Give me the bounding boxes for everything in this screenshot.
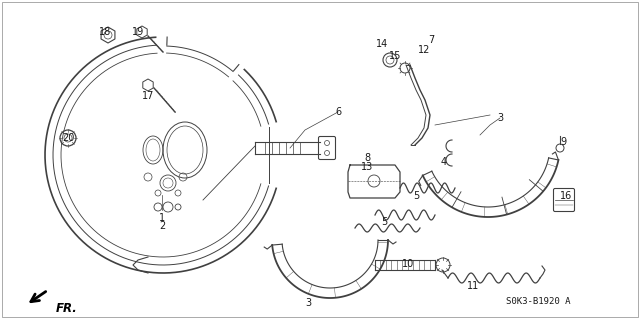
Text: S0K3-B1920 A: S0K3-B1920 A — [506, 298, 570, 307]
Text: 3: 3 — [497, 113, 503, 123]
Text: 10: 10 — [402, 259, 414, 269]
Text: 4: 4 — [441, 157, 447, 167]
Text: 18: 18 — [99, 27, 111, 37]
Text: 19: 19 — [132, 27, 144, 37]
Text: 5: 5 — [413, 191, 419, 201]
Text: 13: 13 — [361, 162, 373, 172]
Text: 7: 7 — [428, 35, 434, 45]
Text: 8: 8 — [364, 153, 370, 163]
Text: 17: 17 — [142, 91, 154, 101]
Text: 16: 16 — [560, 191, 572, 201]
Text: 12: 12 — [418, 45, 430, 55]
Text: 9: 9 — [560, 137, 566, 147]
Text: 20: 20 — [62, 133, 74, 143]
Text: 2: 2 — [159, 221, 165, 231]
Text: 5: 5 — [381, 217, 387, 227]
Text: 11: 11 — [467, 281, 479, 291]
Text: 1: 1 — [159, 213, 165, 223]
Text: 3: 3 — [305, 298, 311, 308]
Text: 6: 6 — [335, 107, 341, 117]
Text: 15: 15 — [389, 51, 401, 61]
Text: FR.: FR. — [56, 301, 77, 315]
Text: 14: 14 — [376, 39, 388, 49]
